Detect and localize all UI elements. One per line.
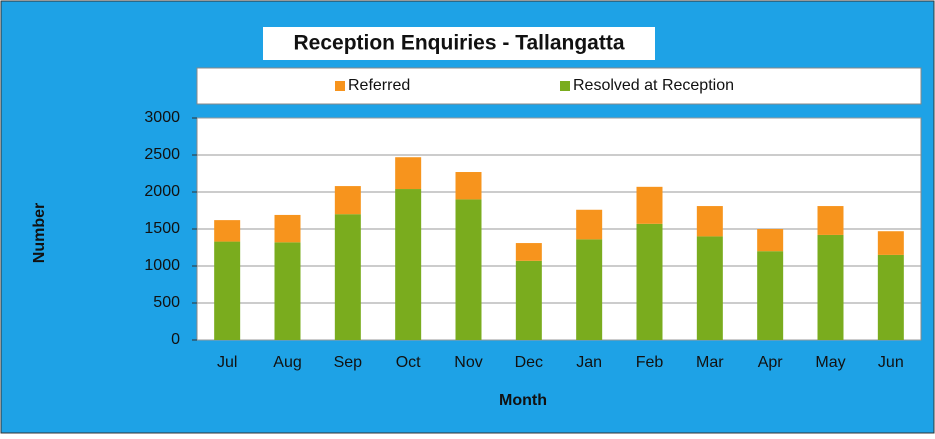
bar-segment — [817, 206, 844, 235]
title-box — [263, 27, 655, 60]
chart-title: Reception Enquiries - Tallangatta — [294, 32, 625, 55]
bar-segment — [214, 241, 241, 340]
x-tick-label: Apr — [758, 354, 784, 371]
bar-segment — [395, 189, 422, 340]
bar-segment — [334, 186, 361, 215]
bar-segment — [696, 236, 723, 340]
bar-segment — [757, 229, 784, 252]
bar-segment — [576, 239, 603, 340]
x-axis-title: Month — [499, 392, 547, 409]
y-tick-label: 2000 — [144, 183, 180, 200]
bar-segment — [877, 254, 904, 340]
legend-swatch — [335, 81, 345, 91]
y-tick-label: 3000 — [144, 109, 180, 126]
bar-segment — [817, 234, 844, 340]
bar-segment — [636, 186, 663, 224]
bar-segment — [455, 172, 482, 200]
x-tick-label: Dec — [515, 354, 543, 371]
bar-segment — [395, 157, 422, 190]
y-tick-label: 1000 — [144, 257, 180, 274]
legend-label: Resolved at Reception — [573, 77, 734, 94]
x-tick-label: Jul — [217, 354, 237, 371]
bar-segment — [455, 199, 482, 340]
legend-label: Referred — [348, 77, 410, 94]
x-tick-label: Sep — [334, 354, 363, 371]
x-tick-label: Nov — [454, 354, 482, 371]
bar-segment — [576, 209, 603, 240]
bar-segment — [214, 220, 241, 242]
bar-segment — [334, 214, 361, 340]
y-tick-label: 2500 — [144, 146, 180, 163]
bar-segment — [515, 260, 542, 340]
x-tick-label: Mar — [696, 354, 724, 371]
bar-segment — [636, 223, 663, 340]
x-tick-label: Aug — [273, 354, 301, 371]
x-tick-label: Oct — [396, 354, 421, 371]
y-tick-label: 1500 — [144, 220, 180, 237]
legend-box — [196, 67, 922, 105]
bar-segment — [877, 231, 904, 255]
y-axis-title: Number — [31, 203, 48, 263]
y-tick-label: 500 — [153, 294, 180, 311]
bar-segment — [274, 242, 301, 340]
bar-segment — [696, 206, 723, 237]
x-tick-label: Feb — [636, 354, 664, 371]
bar-segment — [515, 243, 542, 261]
bar-segment — [274, 214, 301, 243]
legend-swatch — [560, 81, 570, 91]
y-tick-label: 0 — [171, 331, 180, 348]
bar-segment — [757, 251, 784, 340]
x-tick-label: Jan — [576, 354, 602, 371]
x-tick-label: May — [815, 354, 845, 371]
x-tick-label: Jun — [878, 354, 904, 371]
